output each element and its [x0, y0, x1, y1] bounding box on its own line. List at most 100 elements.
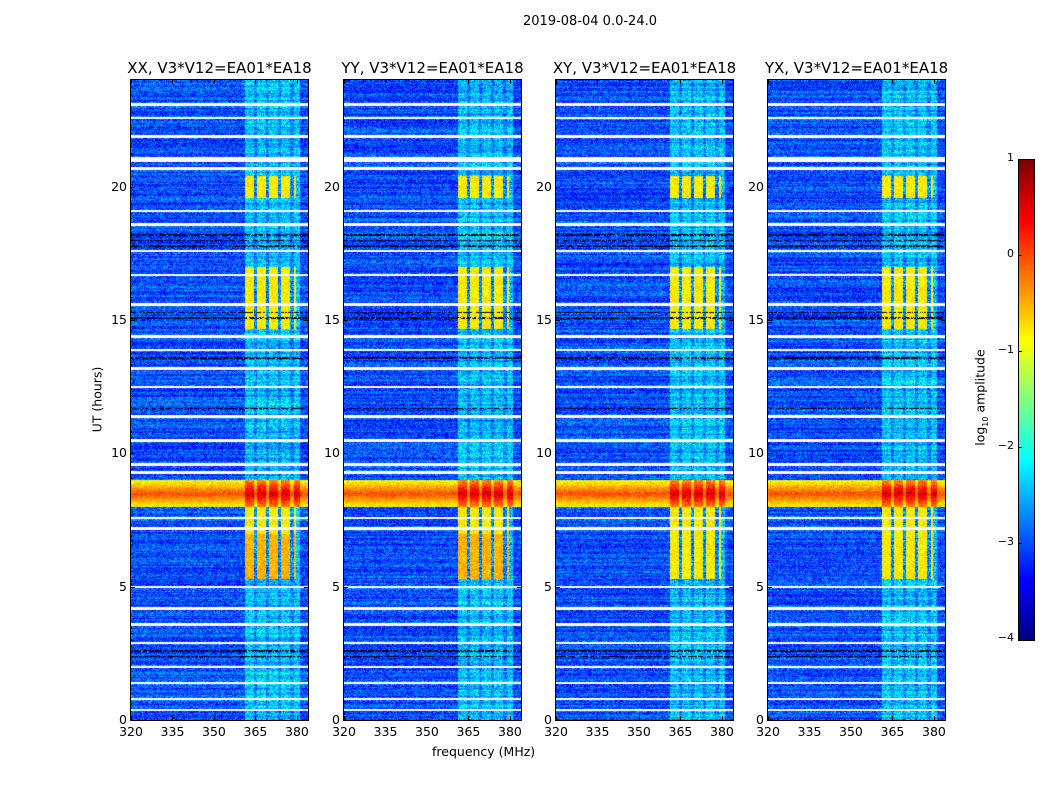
- y-tick-label: 0: [119, 712, 127, 727]
- x-tick-label: 335: [797, 724, 822, 739]
- x-tick-label: 320: [544, 724, 568, 739]
- x-tick-mark: [933, 80, 935, 84]
- x-tick-mark: [468, 80, 470, 84]
- y-tick-mark: [768, 320, 772, 321]
- x-tick-label: 380: [285, 724, 309, 739]
- x-tick-mark: [296, 80, 298, 84]
- y-tick-label: 5: [119, 578, 127, 594]
- y-tick-label: 20: [324, 178, 340, 194]
- colorbar-tick-mark: [1018, 255, 1022, 256]
- x-tick-label: 350: [202, 724, 226, 739]
- x-tick-mark: [255, 80, 257, 84]
- y-tick-mark: [131, 453, 135, 455]
- x-tick-mark: [426, 716, 428, 720]
- y-tick-label: 20: [748, 178, 764, 194]
- x-tick-mark: [509, 80, 511, 84]
- y-tick-mark: [344, 186, 348, 188]
- y-tick-mark: [768, 586, 772, 588]
- x-tick-mark: [809, 80, 811, 84]
- colorbar-tick-label: −4: [997, 631, 1014, 644]
- x-tick-label: 320: [119, 724, 143, 739]
- x-tick-mark: [131, 80, 132, 84]
- x-tick-mark: [597, 80, 599, 84]
- x-tick-mark: [468, 716, 470, 720]
- y-tick-label: 0: [756, 712, 764, 727]
- spectrogram-canvas: [131, 80, 308, 720]
- y-tick-mark: [729, 320, 733, 321]
- y-tick-mark: [768, 186, 772, 188]
- heatmap-panel: [767, 79, 946, 721]
- y-tick-mark: [131, 586, 135, 588]
- y-tick-mark: [131, 186, 135, 188]
- x-tick-mark: [385, 716, 387, 720]
- x-tick-mark: [892, 80, 894, 84]
- x-tick-label: 350: [627, 724, 651, 739]
- x-tick-label: 380: [710, 724, 734, 739]
- x-tick-mark: [213, 80, 215, 84]
- y-tick-mark: [304, 186, 308, 188]
- x-tick-label: 380: [922, 724, 946, 739]
- y-tick-label: 15: [748, 312, 764, 327]
- heatmap-panel: [130, 79, 309, 721]
- x-tick-mark: [213, 716, 215, 720]
- x-tick-label: 365: [456, 724, 481, 739]
- x-tick-mark: [172, 716, 174, 720]
- y-tick-label: 5: [756, 578, 764, 594]
- y-tick-mark: [556, 453, 560, 455]
- x-tick-mark: [721, 80, 723, 84]
- x-tick-mark: [556, 716, 557, 720]
- spectrogram-canvas: [556, 80, 733, 720]
- y-tick-mark: [729, 586, 733, 588]
- y-tick-mark: [344, 320, 348, 321]
- x-axis-label: frequency (MHz): [432, 744, 536, 759]
- figure-title: 2019-08-04 0.0-24.0: [523, 14, 657, 29]
- x-tick-mark: [768, 716, 769, 720]
- x-tick-mark: [385, 80, 387, 84]
- x-tick-label: 365: [243, 724, 268, 739]
- colorbar-tick-mark: [1018, 543, 1022, 544]
- x-tick-mark: [638, 80, 640, 84]
- y-tick-label: 10: [748, 445, 764, 461]
- colorbar-tick-mark: [1018, 351, 1022, 352]
- y-tick-mark: [131, 720, 135, 721]
- x-tick-label: 335: [160, 724, 185, 739]
- y-tick-mark: [941, 720, 945, 721]
- y-tick-mark: [517, 720, 521, 721]
- colorbar-label: log10 amplitude: [972, 349, 990, 446]
- spectrogram-canvas: [768, 80, 945, 720]
- y-tick-label: 15: [536, 312, 552, 327]
- y-tick-mark: [941, 186, 945, 188]
- heatmap-panel: [343, 79, 522, 721]
- heatmap-panel: [555, 79, 734, 721]
- y-tick-mark: [517, 186, 521, 188]
- x-tick-label: 380: [498, 724, 522, 739]
- x-tick-mark: [296, 716, 298, 720]
- x-tick-label: 365: [880, 724, 905, 739]
- x-tick-label: 350: [415, 724, 439, 739]
- x-tick-mark: [680, 80, 682, 84]
- y-tick-label: 10: [111, 445, 127, 461]
- colorbar-tick-label: −1: [997, 343, 1014, 356]
- x-tick-label: 320: [756, 724, 780, 739]
- x-tick-mark: [892, 716, 894, 720]
- x-tick-mark: [426, 80, 428, 84]
- y-tick-mark: [941, 586, 945, 588]
- x-tick-mark: [638, 716, 640, 720]
- y-tick-mark: [941, 453, 945, 455]
- x-tick-mark: [597, 716, 599, 720]
- panel-title: XX, V3*V12=EA01*EA18: [127, 59, 312, 77]
- y-tick-mark: [729, 720, 733, 721]
- y-tick-label: 20: [536, 178, 552, 194]
- x-tick-mark: [509, 716, 511, 720]
- x-tick-label: 335: [373, 724, 398, 739]
- x-tick-label: 350: [839, 724, 863, 739]
- x-tick-label: 365: [668, 724, 693, 739]
- x-tick-mark: [556, 80, 557, 84]
- x-tick-mark: [850, 716, 852, 720]
- y-tick-mark: [768, 453, 772, 455]
- x-tick-mark: [131, 716, 132, 720]
- y-tick-mark: [344, 586, 348, 588]
- colorbar-tick-mark: [1018, 159, 1022, 160]
- y-tick-label: 10: [536, 445, 552, 461]
